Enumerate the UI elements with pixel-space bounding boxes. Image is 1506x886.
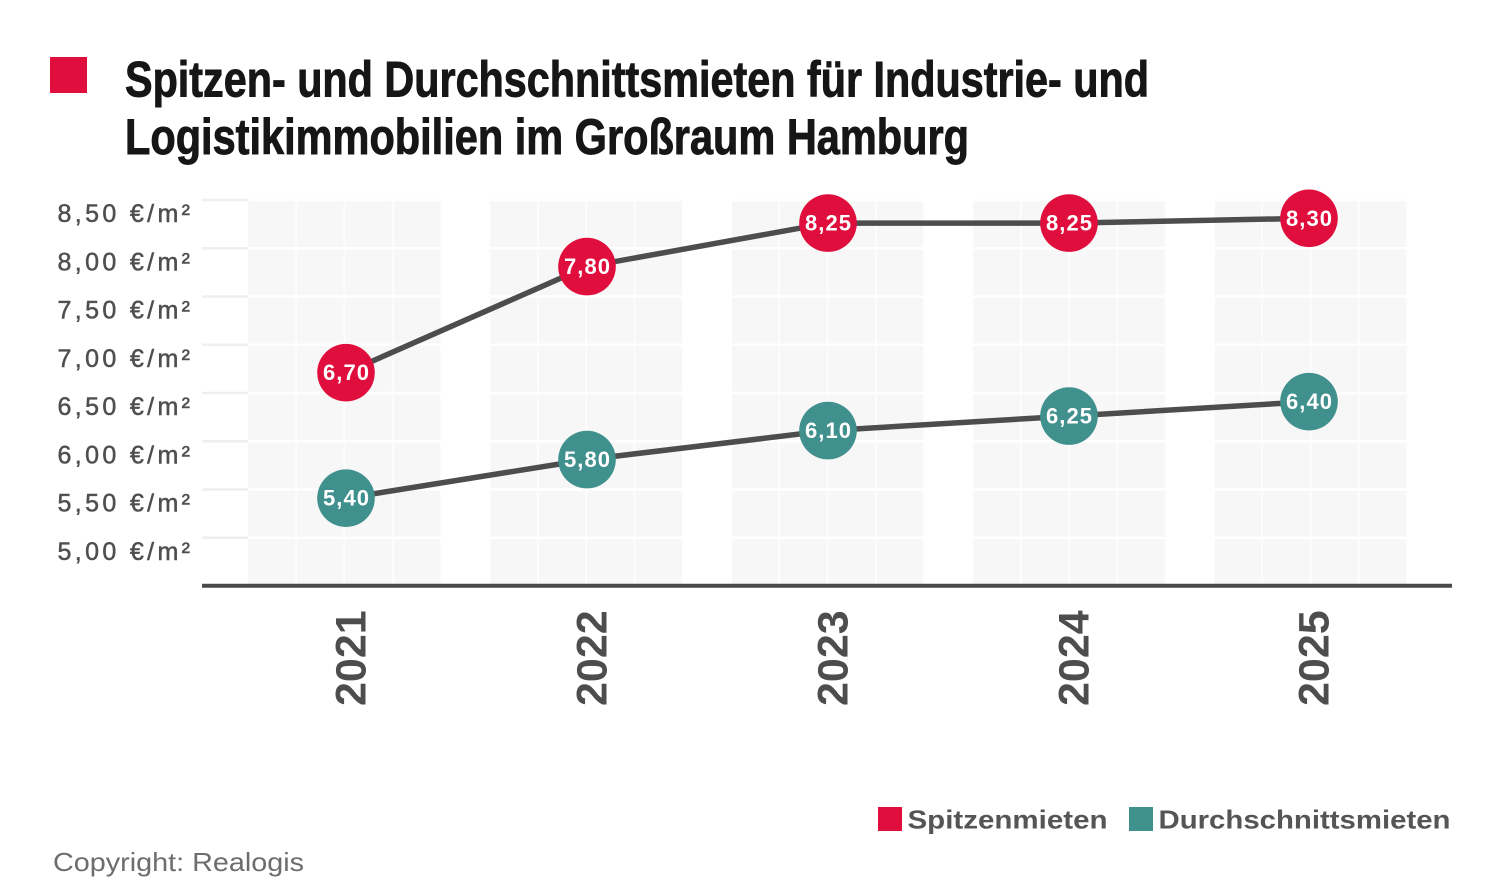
svg-text:7,80: 7,80	[564, 254, 610, 279]
svg-text:Spitzen- und Durchschnittsmiet: Spitzen- und Durchschnittsmieten für Ind…	[125, 52, 1149, 108]
svg-text:6,25: 6,25	[1046, 404, 1092, 429]
svg-text:2025: 2025	[1291, 610, 1339, 706]
svg-text:8,50 €/m²: 8,50 €/m²	[58, 200, 191, 228]
svg-text:2022: 2022	[569, 610, 617, 706]
svg-text:7,50 €/m²: 7,50 €/m²	[58, 297, 191, 325]
svg-text:6,70: 6,70	[323, 360, 369, 385]
svg-text:2024: 2024	[1051, 610, 1099, 706]
svg-text:5,00 €/m²: 5,00 €/m²	[58, 538, 191, 566]
svg-text:Copyright: Realogis: Copyright: Realogis	[53, 847, 304, 877]
svg-text:6,00 €/m²: 6,00 €/m²	[58, 441, 191, 469]
svg-text:5,80: 5,80	[564, 447, 610, 472]
svg-text:8,00 €/m²: 8,00 €/m²	[58, 248, 191, 276]
svg-text:7,00 €/m²: 7,00 €/m²	[58, 345, 191, 373]
svg-text:6,50 €/m²: 6,50 €/m²	[58, 393, 191, 421]
svg-text:Durchschnittsmieten: Durchschnittsmieten	[1159, 805, 1451, 835]
svg-text:2021: 2021	[328, 610, 376, 706]
svg-text:5,40: 5,40	[323, 486, 369, 511]
svg-text:6,40: 6,40	[1286, 389, 1332, 414]
svg-text:8,30: 8,30	[1286, 206, 1332, 231]
svg-text:2023: 2023	[810, 610, 858, 706]
svg-text:6,10: 6,10	[805, 418, 851, 443]
svg-text:Logistikimmobilien im Großraum: Logistikimmobilien im Großraum Hamburg	[125, 109, 969, 165]
svg-text:8,25: 8,25	[805, 211, 851, 236]
svg-text:5,50 €/m²: 5,50 €/m²	[58, 490, 191, 518]
svg-text:Spitzenmieten: Spitzenmieten	[908, 805, 1108, 835]
svg-text:8,25: 8,25	[1046, 211, 1092, 236]
